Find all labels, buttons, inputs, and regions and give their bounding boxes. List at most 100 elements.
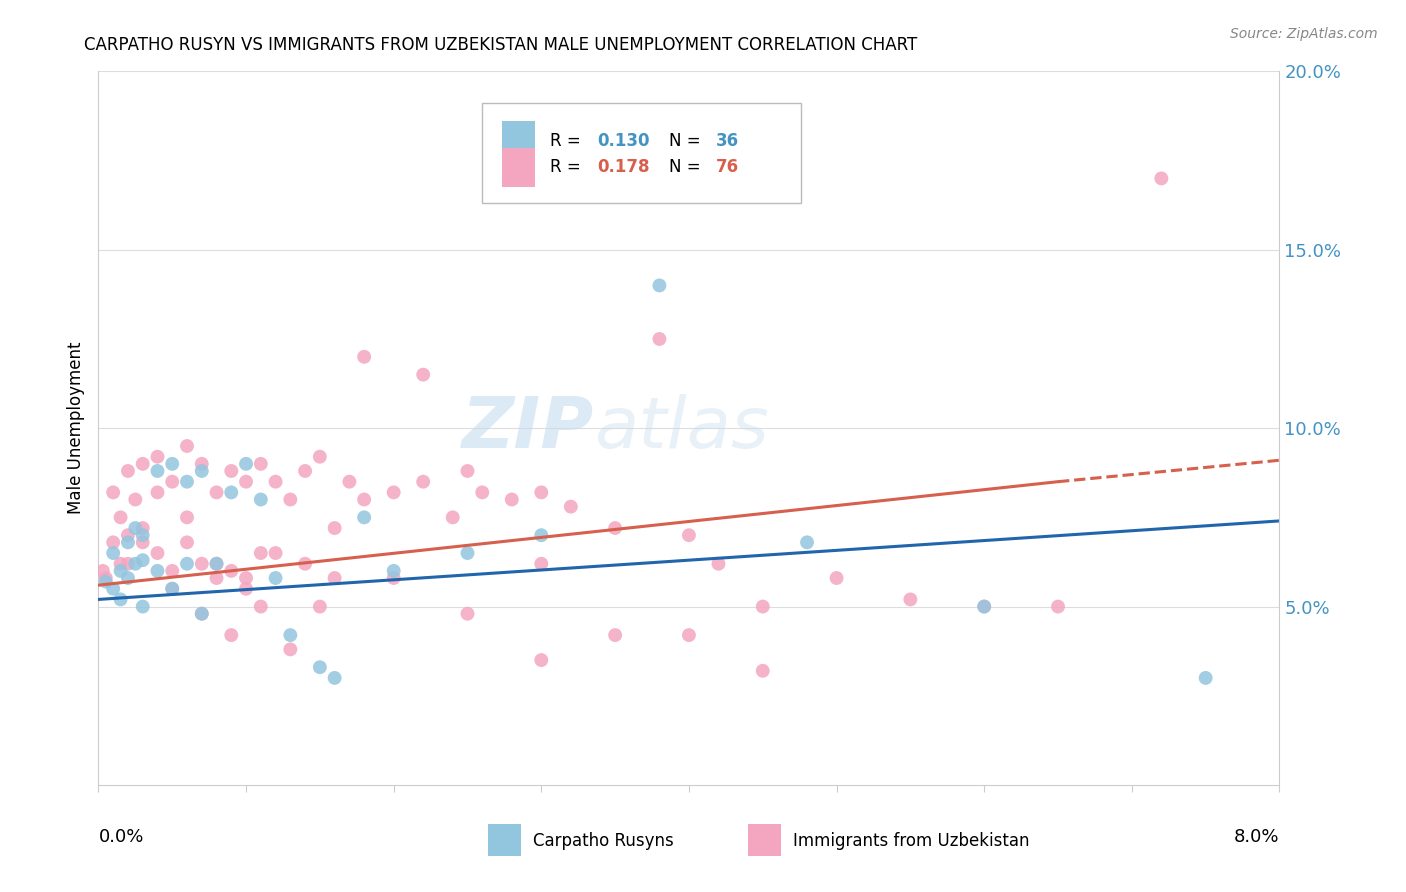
Point (280, 492, 302, 507)
Point (124, 557, 146, 571)
Bar (502, 121, 536, 161)
Point (825, 571, 848, 585)
Text: N =: N = (669, 159, 706, 177)
Bar (748, 824, 782, 856)
Point (103, 485, 125, 500)
Point (124, 492, 146, 507)
Point (752, 599, 775, 614)
Point (235, 475, 257, 489)
Point (205, 571, 228, 585)
Point (162, 475, 183, 489)
Point (678, 528, 700, 542)
Point (221, 564, 243, 578)
Point (309, 599, 332, 614)
Point (146, 485, 169, 500)
Point (471, 485, 494, 500)
Point (250, 599, 273, 614)
Bar (502, 148, 536, 187)
Point (412, 368, 434, 382)
Point (124, 521, 146, 535)
Point (117, 557, 139, 571)
Point (162, 582, 183, 596)
Point (205, 557, 228, 571)
Point (132, 528, 155, 542)
Point (146, 564, 169, 578)
Point (752, 664, 775, 678)
Text: 76: 76 (716, 159, 740, 177)
Point (110, 510, 132, 524)
Point (103, 535, 125, 549)
Text: Carpatho Rusyns: Carpatho Rusyns (533, 831, 673, 849)
Text: N =: N = (669, 132, 706, 150)
Point (1046, 599, 1070, 614)
Point (110, 557, 132, 571)
Point (353, 510, 375, 524)
Text: R =: R = (550, 132, 585, 150)
Point (117, 528, 139, 542)
Point (264, 546, 287, 560)
Point (117, 535, 139, 549)
Point (235, 457, 257, 471)
Point (117, 571, 139, 585)
Point (530, 557, 553, 571)
Point (191, 607, 214, 621)
Point (323, 521, 346, 535)
Text: R =: R = (550, 159, 585, 177)
Point (323, 671, 346, 685)
Y-axis label: Male Unemployment: Male Unemployment (66, 342, 84, 515)
Point (132, 535, 155, 549)
Point (457, 607, 479, 621)
Point (176, 510, 198, 524)
Point (94, 574, 117, 589)
Point (110, 592, 132, 607)
Point (176, 475, 198, 489)
Point (353, 350, 375, 364)
Point (94, 571, 117, 585)
Point (294, 557, 316, 571)
Point (648, 278, 671, 293)
Point (235, 582, 257, 596)
Point (530, 528, 553, 542)
Point (560, 500, 582, 514)
Text: 36: 36 (716, 132, 740, 150)
Point (205, 485, 228, 500)
Point (146, 450, 169, 464)
Point (353, 492, 375, 507)
Point (530, 653, 553, 667)
Point (339, 475, 361, 489)
Bar (488, 824, 522, 856)
Text: atlas: atlas (595, 393, 769, 463)
Point (221, 464, 243, 478)
Point (1150, 171, 1173, 186)
Point (382, 571, 405, 585)
Point (900, 592, 922, 607)
Point (1195, 671, 1218, 685)
Point (973, 599, 995, 614)
Point (309, 660, 332, 674)
Text: Source: ZipAtlas.com: Source: ZipAtlas.com (1230, 27, 1378, 41)
Point (280, 628, 302, 642)
Text: 0.0%: 0.0% (98, 828, 143, 846)
Point (221, 628, 243, 642)
Point (176, 535, 198, 549)
Text: CARPATHO RUSYN VS IMMIGRANTS FROM UZBEKISTAN MALE UNEMPLOYMENT CORRELATION CHART: CARPATHO RUSYN VS IMMIGRANTS FROM UZBEKI… (84, 36, 918, 54)
Point (250, 492, 273, 507)
Point (678, 628, 700, 642)
Point (648, 332, 671, 346)
Point (191, 607, 214, 621)
Text: 0.130: 0.130 (596, 132, 650, 150)
Point (162, 582, 183, 596)
Point (110, 564, 132, 578)
Text: ZIP: ZIP (463, 393, 595, 463)
Point (132, 599, 155, 614)
Point (162, 457, 183, 471)
Point (412, 475, 434, 489)
Point (221, 485, 243, 500)
Text: 0.178: 0.178 (596, 159, 650, 177)
Point (205, 557, 228, 571)
Point (191, 464, 214, 478)
Point (103, 546, 125, 560)
Point (309, 450, 332, 464)
Point (91, 564, 114, 578)
Point (382, 564, 405, 578)
